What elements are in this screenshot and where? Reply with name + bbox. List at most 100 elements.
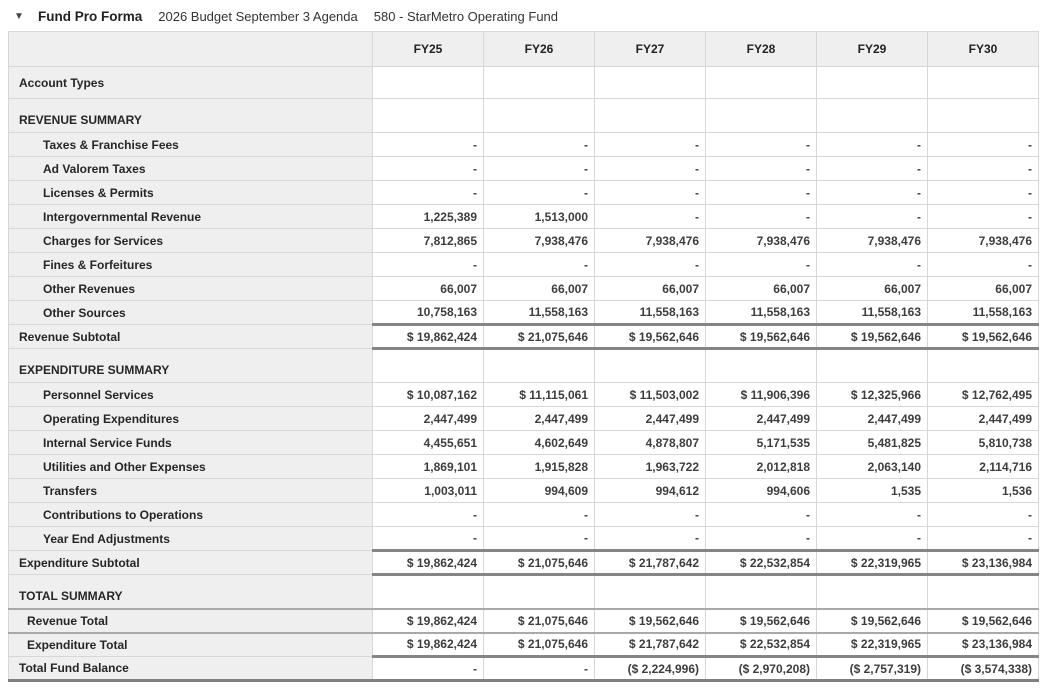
table-row: TOTAL SUMMARY <box>8 574 1039 609</box>
cell-fy27: 4,878,807 <box>594 430 706 455</box>
cell-fy27: 66,007 <box>594 276 706 301</box>
table-row: Utilities and Other Expenses 1,869,101 1,9… <box>8 454 1039 479</box>
cell-fy26: 7,938,476 <box>483 228 595 253</box>
cell-fy25: $ 19,862,424 <box>372 323 484 350</box>
table-row: Other Revenues 66,007 66,007 66,007 66,007 66… <box>8 276 1039 301</box>
row-label: EXPENDITURE SUMMARY <box>8 348 373 383</box>
cell-fy30: 11,558,163 <box>927 300 1039 325</box>
cell-fy27: $ 21,787,642 <box>594 631 706 657</box>
cell-fy28 <box>705 66 817 99</box>
cell-fy25: $ 19,862,424 <box>372 631 484 657</box>
cell-fy30: $ 12,762,495 <box>927 382 1039 407</box>
cell-fy30: - <box>927 132 1039 157</box>
row-label: REVENUE SUMMARY <box>8 98 373 133</box>
table-row: Taxes & Franchise Fees - - - - - - <box>8 132 1039 157</box>
table-row: REVENUE SUMMARY <box>8 98 1039 133</box>
row-label: Fines & Forfeitures <box>8 252 373 277</box>
row-label: Other Sources <box>8 300 373 325</box>
table-row: Expenditure Subtotal $ 19,862,424 $ 21,075… <box>8 549 1039 576</box>
cell-fy25: - <box>372 132 484 157</box>
row-label: Other Revenues <box>8 276 373 301</box>
cell-fy29: - <box>816 180 928 205</box>
cell-fy26: 1,513,000 <box>483 204 595 229</box>
column-header-fy27: FY27 <box>594 31 706 67</box>
cell-fy27: $ 11,503,002 <box>594 382 706 407</box>
column-header-row: FY25 FY26 FY27 FY28 FY29 FY30 <box>8 31 1039 67</box>
cell-fy30: 2,447,499 <box>927 406 1039 431</box>
cell-fy25 <box>372 98 484 133</box>
cell-fy28: $ 22,532,854 <box>705 631 817 657</box>
cell-fy29: ($ 2,757,319) <box>816 655 928 682</box>
table-row: Year End Adjustments - - - - - - <box>8 526 1039 551</box>
cell-fy27: ($ 2,224,996) <box>594 655 706 682</box>
cell-fy30: - <box>927 156 1039 181</box>
collapse-arrow-icon[interactable]: ▼ <box>14 10 24 22</box>
cell-fy25 <box>372 574 484 609</box>
cell-fy28: $ 19,562,646 <box>705 607 817 633</box>
table-row: Licenses & Permits - - - - - - <box>8 180 1039 205</box>
table-row: Internal Service Funds 4,455,651 4,602,649… <box>8 430 1039 455</box>
cell-fy28: 11,558,163 <box>705 300 817 325</box>
cell-fy30 <box>927 98 1039 133</box>
table-row: Account Types <box>8 66 1039 99</box>
cell-fy28: 2,447,499 <box>705 406 817 431</box>
cell-fy27: - <box>594 156 706 181</box>
cell-fy30: 5,810,738 <box>927 430 1039 455</box>
row-label: Revenue Subtotal <box>8 324 373 349</box>
table-row: Charges for Services 7,812,865 7,938,476 7,… <box>8 228 1039 253</box>
cell-fy26: $ 21,075,646 <box>483 607 595 633</box>
cell-fy26 <box>483 574 595 609</box>
cell-fy26 <box>483 66 595 99</box>
table-row: Operating Expenditures 2,447,499 2,447,499… <box>8 406 1039 431</box>
cell-fy27: - <box>594 502 706 527</box>
table-row: Other Sources 10,758,163 11,558,163 11,558,… <box>8 300 1039 325</box>
cell-fy26: - <box>483 132 595 157</box>
cell-fy30: - <box>927 502 1039 527</box>
cell-fy27: $ 19,562,646 <box>594 323 706 350</box>
cell-fy27 <box>594 98 706 133</box>
cell-fy26: - <box>483 180 595 205</box>
cell-fy26: - <box>483 526 595 551</box>
cell-fy25: $ 19,862,424 <box>372 607 484 633</box>
cell-fy25: - <box>372 526 484 551</box>
cell-fy28 <box>705 348 817 383</box>
cell-fy28: ($ 2,970,208) <box>705 655 817 682</box>
cell-fy30: $ 23,136,984 <box>927 549 1039 576</box>
cell-fy25: - <box>372 252 484 277</box>
cell-fy29 <box>816 98 928 133</box>
cell-fy29: - <box>816 132 928 157</box>
cell-fy27: - <box>594 180 706 205</box>
cell-fy26: $ 21,075,646 <box>483 323 595 350</box>
cell-fy30: $ 19,562,646 <box>927 607 1039 633</box>
row-label: Charges for Services <box>8 228 373 253</box>
cell-fy28: - <box>705 252 817 277</box>
cell-fy25: 1,225,389 <box>372 204 484 229</box>
cell-fy29: - <box>816 526 928 551</box>
cell-fy30 <box>927 348 1039 383</box>
table-row: Revenue Total $ 19,862,424 $ 21,075,646 $ 1… <box>8 607 1039 633</box>
cell-fy25 <box>372 66 484 99</box>
cell-fy29 <box>816 66 928 99</box>
cell-fy27: - <box>594 252 706 277</box>
fund-pro-forma-table: FY25 FY26 FY27 FY28 FY29 FY30 Account Types RE… <box>8 31 1039 682</box>
cell-fy29: 1,535 <box>816 478 928 503</box>
cell-fy29: $ 22,319,965 <box>816 549 928 576</box>
cell-fy27: 1,963,722 <box>594 454 706 479</box>
row-label: Ad Valorem Taxes <box>8 156 373 181</box>
row-label: Expenditure Total <box>8 631 373 657</box>
cell-fy28: $ 11,906,396 <box>705 382 817 407</box>
cell-fy30: ($ 3,574,338) <box>927 655 1039 682</box>
cell-fy26: 994,609 <box>483 478 595 503</box>
table-row: Fines & Forfeitures - - - - - - <box>8 252 1039 277</box>
cell-fy26: 1,915,828 <box>483 454 595 479</box>
row-label: Internal Service Funds <box>8 430 373 455</box>
cell-fy27 <box>594 348 706 383</box>
cell-fy25: 1,869,101 <box>372 454 484 479</box>
cell-fy25: - <box>372 655 484 682</box>
table-row: Total Fund Balance - - ($ 2,224,996) ($ 2,97… <box>8 655 1039 682</box>
cell-fy30: $ 19,562,646 <box>927 323 1039 350</box>
cell-fy26 <box>483 98 595 133</box>
row-label: Operating Expenditures <box>8 406 373 431</box>
cell-fy30: 1,536 <box>927 478 1039 503</box>
cell-fy25 <box>372 348 484 383</box>
